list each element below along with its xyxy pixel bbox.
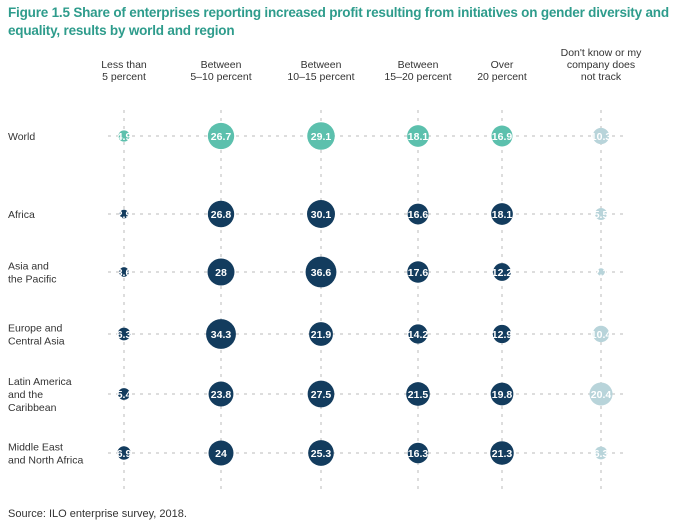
- bubble-r4-c6: [592, 325, 610, 343]
- bubble-value-r6-c6: 6.3: [594, 448, 609, 460]
- column-header-6: Don't know or my company does not track: [561, 47, 643, 83]
- bubble-r2-c6: [595, 208, 607, 220]
- row-label-3: Asia and the Pacific: [8, 261, 56, 286]
- bubble-r4-c4: [408, 324, 428, 344]
- bubble-value-r3-c2: 28: [215, 267, 227, 279]
- bubble-value-r1-c4: 18.1: [408, 131, 429, 143]
- bubble-r3-c4: [407, 261, 429, 283]
- bubble-value-r2-c3: 30.1: [311, 209, 332, 221]
- bubble-value-r6-c3: 25.3: [311, 448, 332, 460]
- bubble-r1-c1: [118, 130, 130, 142]
- bubble-r4-c5: [492, 324, 512, 344]
- bubble-r1-c6: [592, 127, 610, 145]
- bubble-r2-c5: [491, 203, 513, 225]
- column-header-4: Between 15–20 percent: [384, 59, 451, 83]
- bubble-value-r2-c4: 16.6: [408, 209, 429, 221]
- bubble-value-r4-c4: 14.2: [408, 329, 429, 341]
- bubble-value-r4-c6: 10.4: [591, 329, 612, 341]
- bubble-r6-c1: [117, 446, 131, 460]
- bubble-value-r4-c1: 6.3: [117, 329, 132, 341]
- bubble-r3-c3: [305, 256, 337, 288]
- bubble-r2-c1: [119, 209, 129, 219]
- bubble-value-r4-c3: 21.9: [311, 329, 332, 341]
- bubble-r4-c1: [117, 327, 131, 341]
- row-label-1: World: [8, 131, 35, 143]
- bubble-value-r5-c5: 19.8: [492, 389, 513, 401]
- bubble-value-r1-c3: 29.1: [311, 131, 332, 143]
- bubble-value-r6-c1: 6.9: [117, 448, 132, 460]
- bubble-value-r5-c1: 5.4: [117, 389, 132, 401]
- bubble-r6-c4: [407, 442, 429, 464]
- bubble-value-r5-c3: 27.5: [311, 389, 332, 401]
- bubble-r1-c3: [307, 122, 335, 150]
- bubble-value-r1-c1: 4.9: [117, 131, 132, 143]
- bubble-r6-c2: [208, 440, 234, 466]
- row-label-6: Middle East and North Africa: [8, 442, 83, 467]
- bubble-r1-c2: [207, 122, 235, 150]
- bubble-value-r3-c4: 17.6: [408, 267, 429, 279]
- bubble-value-r4-c2: 34.3: [211, 329, 232, 341]
- row-label-4: Europe and Central Asia: [8, 323, 65, 348]
- bubble-value-r6-c4: 16.3: [408, 448, 429, 460]
- row-label-5: Latin America and the Caribbean: [8, 376, 72, 414]
- bubble-r5-c1: [118, 388, 130, 400]
- chart-title: Figure 1.5 Share of enterprises reportin…: [8, 5, 669, 38]
- bubble-r5-c4: [406, 382, 430, 406]
- bubble-r3-c6: [597, 268, 605, 276]
- bubble-r5-c6: [589, 382, 613, 406]
- bubble-value-r1-c5: 16.9: [492, 131, 513, 143]
- bubble-value-r1-c6: 10.3: [591, 131, 612, 143]
- bubble-value-r4-c5: 12.9: [492, 329, 513, 341]
- bubble-value-r2-c6: 5.5: [594, 209, 609, 221]
- bubble-value-r5-c2: 23.8: [211, 389, 232, 401]
- column-header-3: Between 10–15 percent: [287, 59, 354, 83]
- bubble-r1-c5: [491, 125, 513, 147]
- bubble-value-r2-c2: 26.8: [211, 209, 232, 221]
- bubble-value-r6-c2: 24: [215, 448, 227, 460]
- bubble-r1-c4: [407, 125, 429, 147]
- bubble-value-r5-c6: 20.4: [591, 389, 612, 401]
- bubble-value-r5-c4: 21.5: [408, 389, 429, 401]
- bubble-r5-c5: [490, 382, 514, 406]
- bubble-value-r3-c3: 36.6: [311, 267, 332, 279]
- bubble-r3-c2: [207, 258, 235, 286]
- bubble-r6-c6: [594, 446, 608, 460]
- bubble-value-r2-c1: 2.9: [117, 209, 132, 221]
- bubble-value-r6-c5: 21.3: [492, 448, 513, 460]
- bubble-r4-c2: [206, 319, 236, 349]
- source-note: Source: ILO enterprise survey, 2018.: [8, 508, 187, 520]
- bubble-r4-c3: [309, 322, 333, 346]
- bubble-r3-c5: [493, 263, 511, 281]
- bubble-value-r1-c2: 26.7: [211, 131, 232, 143]
- row-label-2: Africa: [8, 209, 35, 221]
- bubble-value-r3-c6: 2.1: [594, 267, 609, 279]
- column-header-1: Less than 5 percent: [101, 59, 147, 83]
- bubble-r2-c4: [407, 203, 429, 225]
- bubble-r2-c2: [207, 200, 235, 228]
- bubble-r2-c3: [307, 200, 335, 228]
- bubble-r6-c3: [308, 440, 334, 466]
- bubble-r3-c1: [119, 267, 129, 277]
- column-header-5: Over 20 percent: [477, 59, 527, 83]
- bubble-value-r2-c5: 18.1: [492, 209, 513, 221]
- column-header-2: Between 5–10 percent: [190, 59, 251, 83]
- bubble-r5-c2: [208, 381, 234, 407]
- bubble-value-r3-c1: 3.6: [117, 267, 132, 279]
- bubble-r5-c3: [307, 380, 335, 408]
- bubble-value-r3-c5: 12.2: [492, 267, 513, 279]
- bubble-r6-c5: [490, 441, 514, 465]
